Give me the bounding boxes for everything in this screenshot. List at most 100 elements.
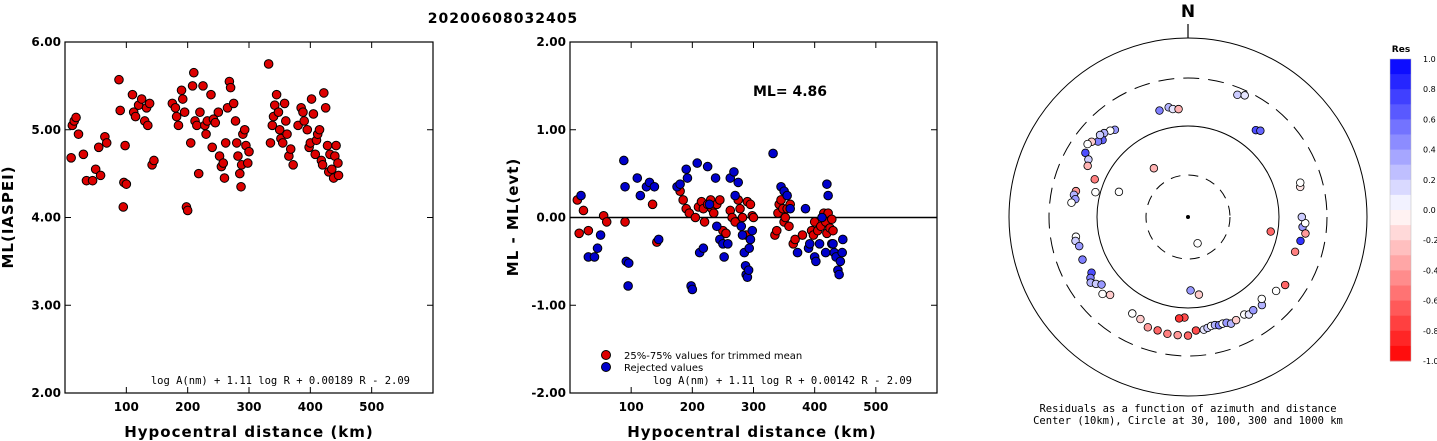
- residual-point: [1143, 323, 1153, 332]
- y-ticks: -2.00 -1.00 0.00 1.00 2.00: [531, 35, 937, 400]
- data-point: [747, 225, 758, 236]
- legend-label-rejected: Rejected values: [624, 363, 703, 374]
- colorbar-cell: [1390, 225, 1411, 241]
- y-axis-label: ML(IASPEI): [0, 165, 17, 268]
- azimuth-residual-panel: N Residuals as a function of azimuth and…: [1008, 2, 1368, 427]
- data-point: [619, 155, 629, 166]
- colorbar-ticks: 1.0 0.8 0.6 0.4 0.2 0.0 -0.2 -0.4 -0.6 -0.8 -1.0: [1423, 55, 1437, 366]
- data-point: [78, 149, 89, 160]
- legend-label-trimmed: 25%-75% values for trimmed mean: [624, 351, 802, 362]
- data-point: [182, 205, 193, 216]
- data-point: [736, 221, 747, 232]
- colorbar-tick-label: 0.0: [1423, 206, 1436, 215]
- data-point: [811, 256, 821, 267]
- residual-point: [1301, 229, 1310, 238]
- data-point: [723, 239, 733, 249]
- y-tick-label: -2.00: [531, 386, 566, 400]
- residual-point: [1114, 187, 1124, 197]
- data-point: [185, 138, 196, 148]
- data-point: [219, 173, 230, 183]
- data-point: [797, 230, 808, 240]
- data-point: [95, 170, 106, 181]
- data-point: [333, 158, 343, 168]
- data-point: [66, 153, 76, 163]
- data-point: [288, 160, 298, 170]
- ring-100km: [1096, 125, 1280, 309]
- residual-point: [1153, 326, 1162, 335]
- data-point: [790, 234, 800, 245]
- data-point: [838, 234, 848, 245]
- data-point: [218, 158, 229, 168]
- data-point: [653, 234, 664, 245]
- data-point: [699, 217, 710, 227]
- residual-colorbar: Res 1.0 0.8 0.6 0.4 0.2 0.0 -0.2 -0.4 -0.6 -0.8 -1…: [1389, 45, 1437, 366]
- colorbar-cell: [1390, 315, 1411, 332]
- ml-annotation: ML= 4.86: [753, 84, 827, 100]
- data-point: [826, 214, 837, 225]
- data-point: [192, 120, 202, 131]
- data-point: [281, 116, 291, 126]
- x-tick-label: 200: [175, 400, 200, 414]
- colorbar-cell: [1390, 240, 1411, 256]
- data-point: [785, 203, 796, 214]
- residual-point: [1075, 241, 1084, 251]
- colorbar-cell: [1390, 74, 1411, 90]
- data-point: [193, 168, 204, 179]
- data-point: [177, 94, 188, 104]
- residual-point: [1297, 212, 1306, 222]
- ring-1000km: [1008, 37, 1368, 397]
- colorbar-tick-label: 1.0: [1423, 55, 1436, 64]
- colorbar-cell: [1390, 149, 1411, 166]
- residual-point: [1233, 90, 1242, 99]
- residual-point: [1105, 290, 1115, 300]
- colorbar-cell: [1390, 300, 1411, 317]
- data-point: [195, 107, 205, 117]
- data-point: [206, 89, 216, 100]
- residual-point: [1098, 289, 1107, 299]
- colorbar-cell: [1390, 59, 1411, 75]
- data-point: [306, 94, 317, 104]
- data-point: [233, 151, 243, 161]
- data-point: [173, 120, 184, 131]
- data-point: [623, 258, 634, 268]
- data-point: [87, 175, 98, 186]
- residual-point: [1183, 331, 1193, 340]
- plot-frame: [64, 41, 434, 394]
- data-point: [322, 140, 333, 151]
- magnitude-distance-panel: 2.00 3.00 4.00 5.00 6.00 100 200 300 400 500 log…: [0, 35, 434, 441]
- residual-point: [1095, 130, 1105, 140]
- data-point: [712, 221, 722, 232]
- data-point: [231, 138, 242, 148]
- data-point: [114, 74, 124, 85]
- data-point: [698, 243, 709, 254]
- x-tick-label: 300: [741, 400, 766, 414]
- data-point: [834, 269, 844, 280]
- data-point: [817, 212, 827, 223]
- residual-point: [1290, 247, 1300, 256]
- data-point: [285, 144, 296, 154]
- data-point: [675, 179, 685, 189]
- data-points: [66, 59, 344, 216]
- data-point: [678, 195, 688, 205]
- data-point: [236, 181, 246, 192]
- data-point: [647, 199, 658, 210]
- residual-point: [1174, 104, 1183, 114]
- residual-point: [1083, 161, 1092, 171]
- x-axis-label: Hypocentral distance (km): [627, 423, 877, 441]
- colorbar-tick-label: -0.8: [1423, 327, 1437, 336]
- colorbar-tick-label: 0.8: [1423, 85, 1436, 94]
- data-point: [333, 170, 344, 181]
- x-tick-label: 200: [680, 400, 705, 414]
- data-point: [823, 190, 833, 201]
- residual-points: [1067, 90, 1310, 340]
- y-tick-label: 2.00: [536, 35, 566, 49]
- data-point: [331, 140, 341, 151]
- data-point: [143, 120, 153, 131]
- data-point: [189, 67, 199, 78]
- colorbar-cell: [1390, 330, 1411, 347]
- data-point: [837, 247, 847, 258]
- caption-line-1: Residuals as a function of azimuth and d…: [1039, 403, 1336, 415]
- colorbar-cell: [1390, 345, 1411, 362]
- ring-30km: [1145, 174, 1231, 260]
